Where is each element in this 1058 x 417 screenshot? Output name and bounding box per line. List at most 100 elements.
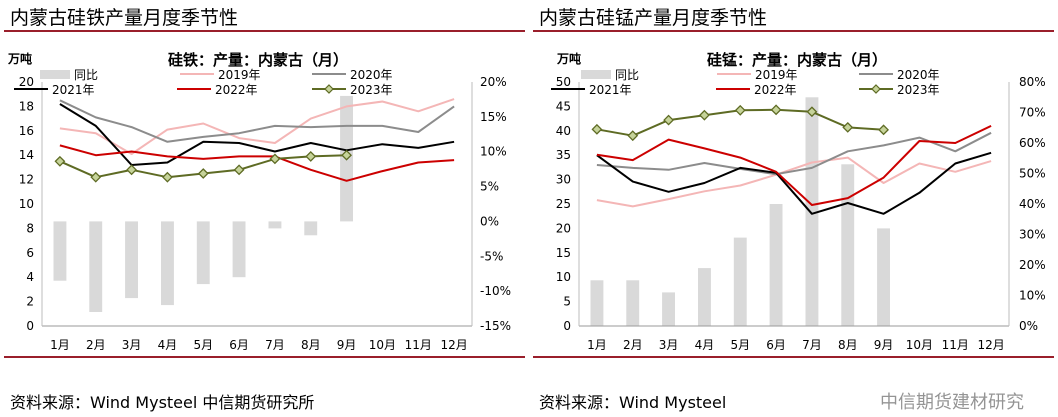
chart-title: 硅铁：产量：内蒙古（月） [168, 51, 348, 69]
x-tick-label: 4月 [695, 338, 715, 352]
yoy-bar [805, 97, 819, 327]
y2-tick-label: 15% [480, 110, 507, 124]
legend-swatch-marker [324, 84, 334, 94]
x-tick-label: 7月 [802, 338, 822, 352]
source-note: 资料来源：Wind Mysteel 中信期货研究所 [10, 393, 315, 412]
yoy-bar [662, 292, 675, 326]
series-point-2023年 [698, 109, 710, 121]
y-tick-label: 5 [563, 295, 571, 309]
x-tick-label: 1月 [587, 338, 607, 352]
y-tick-label: 2 [26, 295, 34, 309]
series-point-2023年 [161, 171, 173, 183]
x-tick-label: 3月 [122, 338, 142, 352]
legend-swatch-marker [871, 84, 881, 94]
y-tick-label: 0 [563, 319, 571, 333]
x-tick-label: 10月 [369, 338, 396, 352]
series-line-2021年 [59, 103, 455, 166]
series-point-2023年 [90, 171, 102, 183]
y2-tick-label: 10% [480, 145, 507, 159]
y-tick-label: 14 [19, 148, 34, 162]
x-tick-label: 7月 [265, 338, 285, 352]
yoy-bar [841, 164, 855, 326]
y-tick-label: 4 [26, 270, 34, 284]
y-tick-label: 0 [26, 319, 34, 333]
y-tick-label: 20 [19, 75, 34, 89]
y-tick-label: 18 [19, 99, 34, 113]
x-tick-label: 12月 [977, 338, 1004, 352]
legend-label: 同比 [74, 68, 98, 82]
yoy-bar [698, 268, 711, 326]
chart-title: 硅锰：产量：内蒙古（月） [707, 51, 887, 69]
y2-tick-label: 50% [1019, 167, 1046, 181]
y-tick-label: 30 [556, 173, 571, 187]
series-point-2023年 [126, 164, 138, 176]
y2-tick-label: -5% [480, 249, 503, 263]
source-note: 资料来源：Wind Mysteel [539, 393, 727, 412]
y-tick-label: 35 [556, 148, 571, 162]
y-tick-label: 8 [26, 221, 34, 235]
series-line-2022年 [59, 144, 455, 182]
legend-label: 2023年 [897, 83, 940, 97]
series-point-2023年 [842, 121, 854, 133]
x-tick-label: 11月 [405, 338, 432, 352]
y-tick-label: 50 [556, 75, 571, 89]
y-tick-label: 40 [556, 124, 571, 138]
title-rule [4, 30, 525, 32]
yoy-bar [590, 280, 604, 327]
chart-panel-silicomanganese: 内蒙古硅锰产量月度季节性 硅锰：产量：内蒙古（月） 万吨 0 5 10 15 20 25 30 3… [529, 0, 1058, 417]
y2-tick-label: 60% [1019, 136, 1046, 150]
series-point-2023年 [233, 164, 245, 176]
legend-label: 2023年 [350, 83, 393, 97]
legend-label: 2022年 [754, 83, 797, 97]
series-point-2023年 [591, 123, 603, 135]
legend-label: 2022年 [215, 83, 258, 97]
y-axis-unit: 万吨 [556, 51, 581, 66]
x-tick-label: 5月 [193, 338, 213, 352]
series-line-2021年 [596, 151, 992, 215]
y2-tick-label: 70% [1019, 106, 1046, 120]
legend-swatch-bar [40, 70, 70, 79]
legend-label: 2019年 [218, 68, 261, 82]
y-tick-label: 12 [19, 173, 34, 187]
yoy-bar [196, 221, 210, 285]
y-axis-unit: 万吨 [7, 51, 32, 66]
series-line-2019年 [596, 156, 992, 208]
legend-label: 2019年 [755, 68, 798, 82]
y-tick-label: 10 [556, 270, 571, 284]
y-tick-label: 6 [26, 246, 34, 260]
series-line-2022年 [596, 124, 992, 206]
series-line-2019年 [59, 98, 455, 155]
y-tick-label: 20 [556, 221, 571, 235]
x-tick-label: 10月 [906, 338, 933, 352]
y2-tick-label: 10% [1019, 289, 1046, 303]
y-tick-label: 16 [19, 124, 34, 138]
x-tick-label: 6月 [766, 338, 786, 352]
x-tick-label: 8月 [301, 338, 321, 352]
legend-label: 2021年 [52, 83, 95, 97]
yoy-bar [733, 237, 747, 326]
y-tick-label: 15 [556, 246, 571, 260]
y2-tick-label: 80% [1019, 75, 1046, 89]
footer-rule [4, 356, 525, 358]
watermark: 中信期货建材研究 [880, 392, 1024, 413]
ferrosilicon-chart: 硅铁：产量：内蒙古（月） 万吨 0 2 4 6 8 10 12 14 16 18 20 -15% -10% -… [7, 51, 511, 352]
silicomanganese-chart: 硅锰：产量：内蒙古（月） 万吨 0 5 10 15 20 25 30 35 40 45 50 0% 10% 2… [551, 51, 1046, 352]
series-point-2023年 [734, 104, 746, 116]
footer-rule [533, 356, 1054, 358]
yoy-bar [232, 221, 246, 278]
x-tick-label: 8月 [838, 338, 858, 352]
x-tick-label: 6月 [229, 338, 249, 352]
x-tick-label: 12月 [440, 338, 467, 352]
yoy-bar [125, 221, 138, 299]
title-rule [533, 30, 1054, 32]
y-tick-label: 10 [19, 197, 34, 211]
yoy-bar [304, 221, 318, 236]
y2-tick-label: -10% [480, 284, 511, 298]
y2-tick-label: -15% [480, 319, 511, 333]
y-tick-label: 45 [556, 99, 571, 113]
series-point-2023年 [305, 151, 317, 162]
yoy-bar [53, 221, 67, 281]
x-tick-label: 3月 [659, 338, 679, 352]
legend-swatch-bar [581, 70, 611, 79]
legend-label: 2020年 [350, 68, 393, 82]
